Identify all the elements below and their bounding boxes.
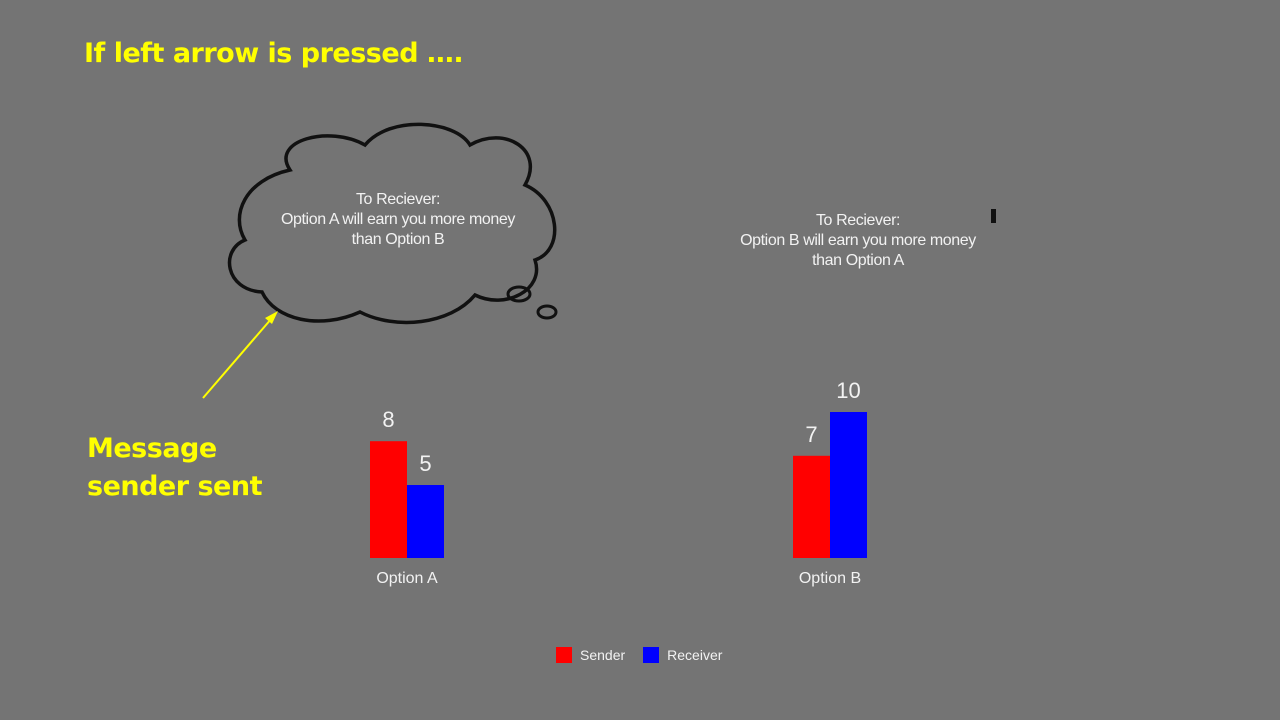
bar-receiver-option-a (407, 485, 444, 558)
data-label-receiver-option-a: 5 (419, 451, 431, 476)
thought-cloud-icon (227, 122, 558, 325)
legend-item-sender: Sender (556, 647, 625, 663)
legend-swatch-sender (556, 647, 572, 663)
category-label-option-b: Option B (799, 570, 861, 587)
callout-arrow-icon (202, 311, 278, 399)
data-label-receiver-option-b: 10 (836, 378, 860, 403)
data-label-sender-option-b: 7 (805, 422, 817, 447)
bar-sender-option-a (370, 441, 407, 558)
callout-line-2: sender sent (87, 471, 262, 502)
legend-label-sender: Sender (580, 647, 626, 663)
artifact-mark (991, 209, 996, 223)
message-left-header: To Reciever: (355, 191, 441, 208)
message-right-header: To Reciever: (815, 212, 901, 229)
legend-item-receiver: Receiver (643, 647, 722, 663)
bar-receiver-option-b (830, 412, 867, 558)
message-right: To Reciever: Option B will earn you more… (717, 211, 999, 271)
message-right-line-2: than Option A (812, 252, 904, 269)
callout-label: Message sender sent (87, 430, 307, 506)
message-left-line-2: than Option B (351, 231, 445, 248)
page-title: If left arrow is pressed …. (84, 38, 464, 69)
legend-label-receiver: Receiver (667, 647, 723, 663)
message-right-line-1: Option B will earn you more money (740, 232, 976, 249)
callout-line-1: Message (87, 433, 217, 464)
data-label-sender-option-a: 8 (382, 407, 394, 432)
bar-sender-option-b (793, 455, 830, 558)
bars-group: 85 Option A 7 10 Option B (370, 378, 867, 587)
category-label-option-a: Option A (376, 570, 438, 587)
chart-legend: Sender Receiver (556, 645, 740, 665)
message-left: To Reciever: Option A will earn you more… (258, 190, 538, 250)
legend-swatch-receiver (643, 647, 660, 663)
message-left-line-1: Option A will earn you more money (280, 211, 516, 228)
